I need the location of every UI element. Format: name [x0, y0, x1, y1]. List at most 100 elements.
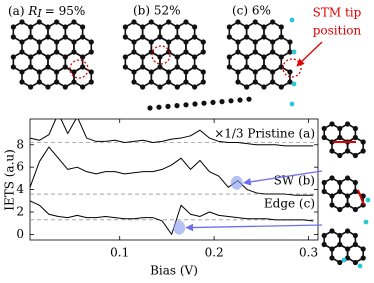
- atom: [166, 69, 172, 75]
- atom: [235, 79, 241, 85]
- atom: [140, 34, 146, 40]
- atom: [270, 79, 276, 85]
- series-line: [30, 200, 314, 235]
- x-tick-label: 0.1: [110, 246, 129, 260]
- atom: [28, 34, 34, 40]
- atom: [252, 49, 258, 55]
- atom: [244, 64, 250, 70]
- atom: [278, 24, 284, 30]
- atom: [352, 179, 358, 186]
- highlight: [230, 175, 243, 190]
- atom: [252, 69, 258, 75]
- atom: [140, 64, 146, 70]
- atom: [80, 54, 86, 60]
- atom: [329, 148, 335, 154]
- atom: [329, 246, 335, 252]
- y-axis-label: IETS (a.u): [3, 149, 17, 211]
- atom: [88, 49, 94, 55]
- atom: [337, 241, 343, 248]
- atom: [131, 19, 137, 25]
- atom: [174, 54, 180, 60]
- bond: [237, 66, 257, 88]
- atom: [226, 24, 232, 30]
- atom: [321, 232, 327, 239]
- atom: [329, 121, 335, 127]
- atom: [62, 34, 68, 40]
- atom: [270, 69, 276, 75]
- bond: [150, 66, 170, 88]
- atom: [344, 193, 351, 199]
- panel-value: = 95%: [45, 4, 86, 18]
- y-tick-label: 8: [16, 137, 24, 151]
- atom: [337, 206, 343, 213]
- atom: [36, 39, 42, 45]
- atom: [157, 24, 163, 30]
- atom: [337, 259, 343, 266]
- atom: [321, 179, 327, 186]
- atom: [278, 34, 284, 40]
- atom: [337, 152, 343, 159]
- atom: [287, 69, 293, 75]
- bond: [167, 66, 187, 88]
- bond: [331, 136, 349, 157]
- atom: [329, 202, 335, 208]
- atom: [344, 148, 351, 154]
- atom: [352, 259, 358, 266]
- y-tick-label: 6: [16, 160, 24, 174]
- h-atom: [289, 101, 295, 107]
- h-atom: [289, 17, 295, 23]
- atom: [200, 39, 206, 45]
- atom: [80, 64, 86, 70]
- atom: [183, 39, 189, 45]
- atom: [337, 232, 343, 239]
- atom: [174, 103, 180, 109]
- atom: [148, 79, 154, 85]
- atom: [337, 188, 343, 195]
- atom: [270, 39, 276, 45]
- atom: [166, 19, 172, 25]
- y-tick-label: 2: [16, 204, 24, 218]
- atom: [329, 175, 335, 181]
- atom: [36, 69, 42, 75]
- atom: [80, 34, 86, 40]
- atom: [360, 148, 366, 154]
- bond: [133, 66, 153, 88]
- atom: [157, 84, 163, 90]
- atom: [10, 24, 16, 30]
- atom: [148, 69, 154, 75]
- atom: [157, 54, 163, 60]
- atom: [352, 241, 358, 248]
- bond: [346, 243, 364, 264]
- bond: [271, 66, 291, 88]
- atom: [226, 64, 232, 70]
- atom: [19, 39, 25, 45]
- h-atom: [365, 197, 371, 203]
- atom: [200, 79, 206, 85]
- x-tick-label: 0.3: [299, 246, 318, 260]
- atom: [62, 24, 68, 30]
- atom: [278, 64, 284, 70]
- atom: [88, 79, 94, 85]
- atom: [337, 125, 343, 132]
- atom: [228, 98, 234, 104]
- atom: [62, 54, 68, 60]
- atom: [157, 64, 163, 70]
- atom: [235, 49, 241, 55]
- h-atom: [291, 81, 297, 87]
- tip-arrow: [296, 41, 323, 67]
- atom: [80, 84, 86, 90]
- atom: [192, 84, 198, 90]
- atom: [252, 79, 258, 85]
- bond: [346, 136, 364, 157]
- h-atom: [291, 49, 297, 55]
- atom: [192, 101, 198, 107]
- atom: [174, 34, 180, 40]
- atom: [174, 24, 180, 30]
- atom: [329, 228, 335, 234]
- atom: [287, 39, 293, 45]
- atom: [131, 49, 137, 55]
- atom: [261, 54, 267, 60]
- atom: [122, 54, 128, 60]
- atom: [71, 69, 77, 75]
